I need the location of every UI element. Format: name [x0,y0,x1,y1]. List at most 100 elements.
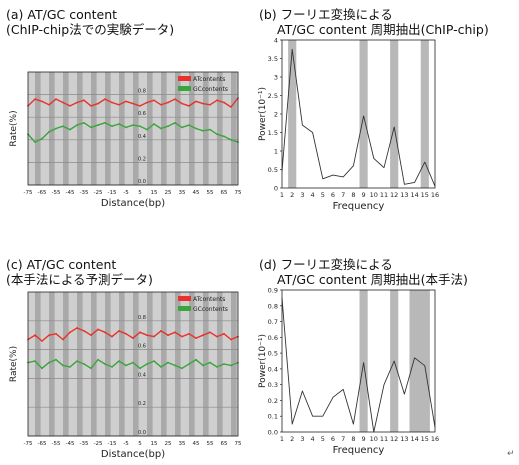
data-point [41,340,43,342]
data-point [195,127,197,130]
data-point [69,331,71,334]
x-tick-label: 7 [341,191,345,199]
x-tick-label: 15 [151,441,158,447]
data-point [160,103,162,106]
x-tick-label: 12 [390,191,398,199]
data-point [174,98,176,101]
x-tick-label: 3 [300,435,304,443]
y-tick-label: 0.0 [138,430,146,436]
x-tick-label: 75 [235,190,242,196]
data-point [202,129,204,132]
x-tick-label: 16 [431,191,439,199]
data-point [34,98,36,101]
data-point [188,105,190,107]
data-point [153,360,155,363]
data-point [146,101,148,104]
x-tick-label: 11 [380,435,388,443]
data-point [167,125,169,128]
x-tick-label: 5 [138,441,142,447]
x-tick-label: 12 [390,435,398,443]
legend-swatch [178,76,191,81]
data-point [223,101,225,104]
panel-d-title-line2: AT/GC content 周期抽出(本手法) [277,272,468,287]
data-point [41,100,43,103]
x-tick-label: 11 [380,191,388,199]
plot-area-background [282,40,435,188]
data-point [118,360,120,363]
data-point [48,361,50,364]
panel-a-title: (a) AT/GC content (ChIP-chip法での実験データ) [6,7,174,37]
x-axis-label: Frequency [333,445,385,456]
x-tick-label: -45 [66,190,75,196]
shaded-band [77,292,83,436]
return-mark-icon: ↵ [507,449,515,459]
shaded-band [359,40,368,188]
data-point [216,133,218,136]
y-tick-label: 0.4 [138,134,146,140]
y-tick-label: 0.8 [138,89,146,95]
shaded-band [359,290,368,432]
data-point [48,103,50,106]
data-point [76,327,78,329]
data-point [202,364,204,367]
plot-frame [281,39,436,189]
data-point [34,141,36,143]
data-point [230,338,232,341]
x-tick-label: 5 [138,190,142,196]
data-point [153,123,155,125]
y-tick-label: 0.2 [138,156,146,162]
x-tick-label: 35 [179,190,186,196]
data-point [125,332,127,335]
y-tick-label: 3 [274,74,278,82]
legend-swatch [178,296,191,301]
x-tick-label: 1 [280,435,284,443]
y-tick-label: 0.6 [138,111,146,117]
data-point [167,101,169,104]
x-tick-label: 5 [321,435,325,443]
x-tick-label: 4 [311,435,315,443]
data-point [55,332,57,335]
data-point [209,103,211,106]
series-line-power [281,297,436,433]
data-point [111,101,113,104]
x-tick-label: -5 [123,190,129,196]
y-tick-label: 0.4 [268,365,278,373]
x-tick-label: -35 [80,190,89,196]
x-tick-label: -65 [38,190,47,196]
data-point [125,100,127,103]
shaded-band [161,72,167,185]
data-point [209,128,211,131]
data-point [125,364,127,367]
data-point [62,338,64,341]
data-point [188,332,190,335]
legend-label: GCcontents [193,86,228,93]
data-point [55,358,57,361]
data-point [174,331,176,334]
x-tick-label: 8 [351,191,355,199]
x-tick-label: -75 [24,441,33,447]
data-point [69,128,71,131]
data-point [104,98,106,101]
data-point [216,99,218,102]
x-tick-label: 75 [235,441,242,447]
panel-d-title: (d) フーリエ変換による AT/GC content 周期抽出(本手法) [259,257,468,287]
data-point [230,106,232,108]
data-point [90,126,92,129]
data-point [181,335,183,338]
x-tick-label: -35 [80,441,89,447]
data-point [230,364,232,367]
data-point [181,367,183,370]
data-point [202,102,204,105]
y-tick-label: 0.9 [268,287,278,295]
panel-b-title-line1: (b) フーリエ変換による [259,7,393,22]
y-tick-label: 1.5 [268,129,278,137]
series-line-power [281,48,436,187]
y-tick-label: 0.6 [268,334,278,342]
data-point [139,105,141,107]
data-point [132,337,134,339]
data-point [160,127,162,130]
data-point [160,365,162,368]
y-tick-label: 0.3 [268,381,278,389]
x-tick-label: 6 [331,435,335,443]
